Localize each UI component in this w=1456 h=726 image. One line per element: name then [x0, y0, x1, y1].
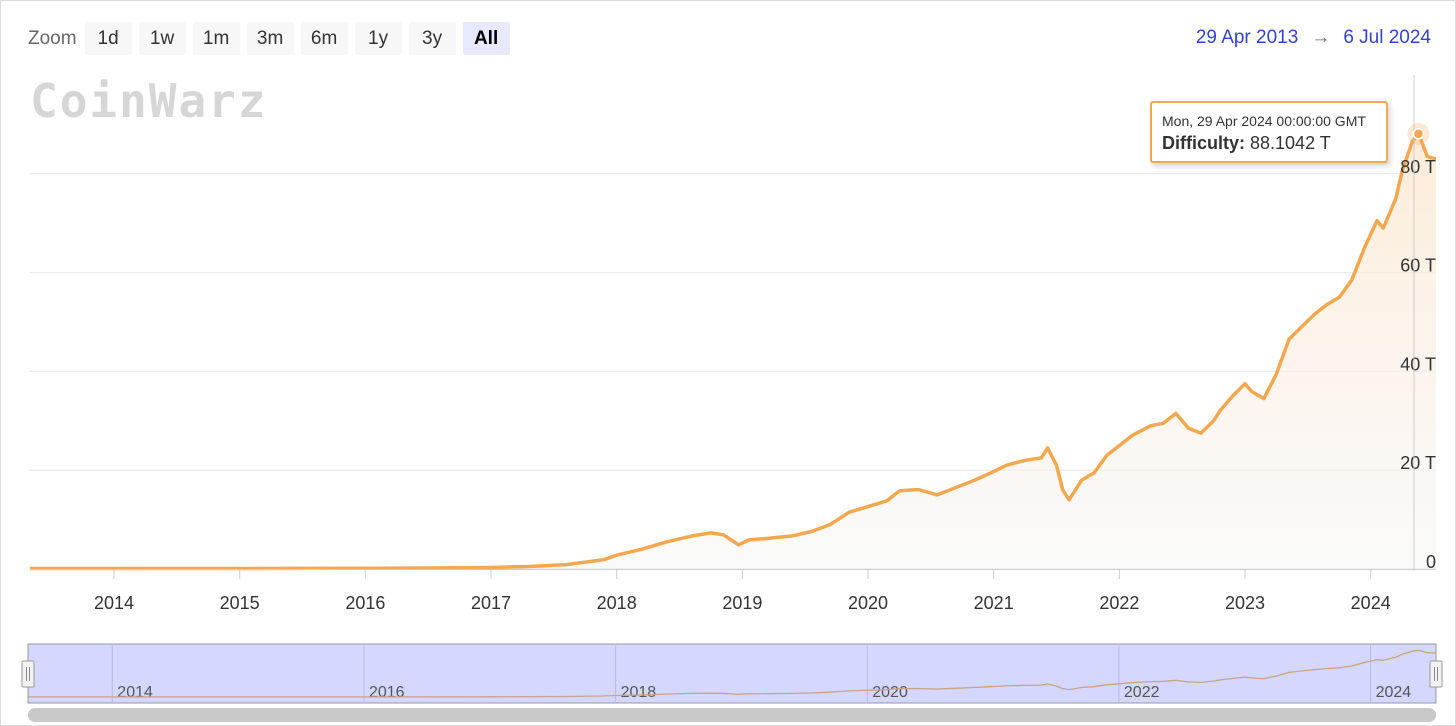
navigator-handle-left[interactable]: [21, 660, 35, 688]
x-tick-label: 2019: [722, 593, 762, 613]
x-tick-label: 2018: [597, 593, 637, 613]
hover-point[interactable]: [1412, 128, 1425, 140]
zoom-button-3m[interactable]: 3m: [246, 22, 294, 55]
x-tick-label: 2020: [848, 593, 888, 613]
zoom-toolbar: Zoom 1d 1w 1m 3m 6m 1y 3y All: [28, 22, 517, 55]
zoom-label: Zoom: [28, 27, 77, 49]
y-tick-label: 80 T: [1400, 157, 1436, 177]
navigator-tick-label: 2024: [1376, 684, 1412, 701]
x-tick-label: 2021: [974, 593, 1014, 613]
zoom-button-1m[interactable]: 1m: [192, 22, 240, 55]
y-tick-label: 40 T: [1400, 354, 1436, 374]
y-tick-label: 20 T: [1400, 453, 1436, 473]
navigator-series-line: [28, 649, 1437, 698]
x-tick-label: 2023: [1225, 593, 1265, 613]
series-line-difficulty[interactable]: [29, 132, 1437, 571]
watermark-logo: CoinWarz: [30, 74, 268, 128]
tooltip-label: Difficulty:: [1162, 133, 1245, 153]
tooltip-value: 88.1042 T: [1250, 133, 1331, 153]
navigator-scrollbar[interactable]: [28, 708, 1436, 722]
data-tooltip: Mon, 29 Apr 2024 00:00:00 GMT Difficulty…: [1150, 101, 1388, 163]
zoom-button-1w[interactable]: 1w: [138, 22, 186, 55]
navigator-tick-label: 2014: [117, 684, 153, 701]
zoom-button-3y[interactable]: 3y: [408, 22, 456, 55]
navigator-handle-right[interactable]: [1429, 660, 1443, 688]
x-tick-label: 2015: [220, 593, 260, 613]
zoom-button-6m[interactable]: 6m: [300, 22, 348, 55]
navigator-handle-right-grip[interactable]: [1429, 660, 1443, 688]
x-tick-label: 2016: [345, 593, 385, 613]
navigator-tick-label: 2016: [369, 684, 405, 701]
tooltip-date: Mon, 29 Apr 2024 00:00:00 GMT: [1162, 113, 1366, 129]
x-tick-label: 2017: [471, 593, 511, 613]
x-tick-label: 2014: [94, 593, 134, 613]
navigator-tick-label: 2022: [1124, 684, 1160, 701]
navigator-handle-left-grip[interactable]: [21, 660, 35, 688]
range-to-date[interactable]: 6 Jul 2024: [1343, 27, 1431, 48]
x-tick-label: 2022: [1099, 593, 1139, 613]
zoom-button-1d[interactable]: 1d: [84, 22, 132, 55]
range-from-date[interactable]: 29 Apr 2013: [1195, 27, 1299, 48]
y-tick-label: 0: [1426, 552, 1436, 572]
zoom-button-1y[interactable]: 1y: [354, 22, 402, 55]
navigator-tick-label: 2018: [621, 684, 657, 701]
range-arrow-icon: →: [1311, 27, 1331, 48]
series-area-fill: [29, 133, 1436, 570]
zoom-button-all[interactable]: All: [462, 22, 510, 55]
x-tick-label: 2024: [1351, 593, 1391, 613]
tooltip-value-row: Difficulty: 88.1042 T: [1162, 133, 1376, 154]
navigator-selection[interactable]: [27, 643, 1437, 704]
date-range: 29 Apr 2013 → 6 Jul 2024: [1196, 27, 1431, 49]
y-tick-label: 60 T: [1400, 256, 1436, 276]
navigator-tick-label: 2020: [872, 684, 908, 701]
